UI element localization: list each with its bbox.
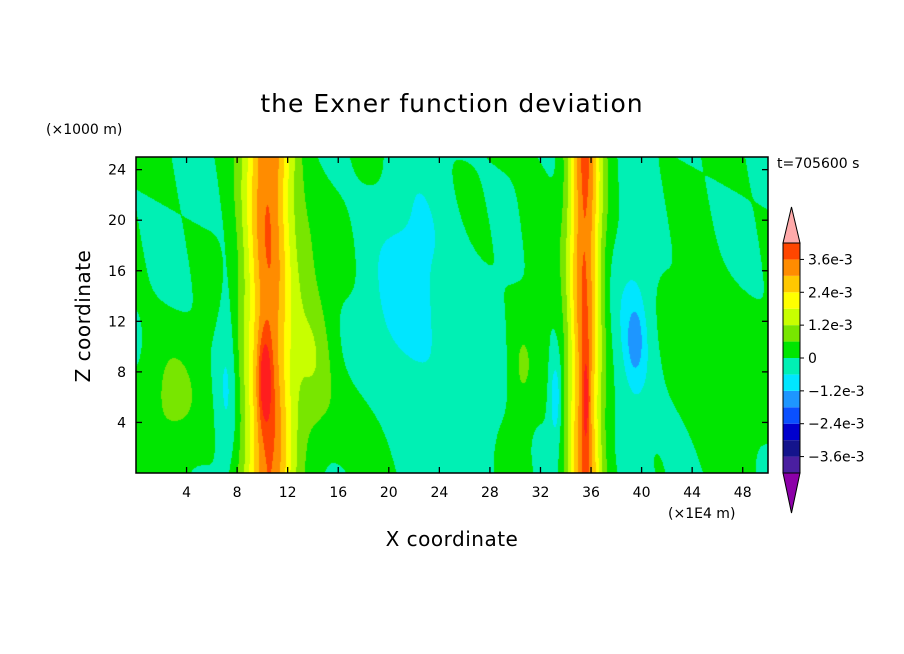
time-label: t=705600 s bbox=[777, 156, 859, 172]
colorbar-label: 2.4e-3 bbox=[808, 285, 853, 301]
colorbar-bin bbox=[783, 259, 800, 276]
y-tick-label: 8 bbox=[117, 365, 126, 381]
colorbar-bin bbox=[783, 308, 800, 326]
x-unit-label: (×1E4 m) bbox=[668, 506, 735, 522]
colorbar-label: 0 bbox=[808, 351, 817, 367]
x-tick-label: 40 bbox=[633, 485, 651, 501]
colorbar-bin bbox=[783, 325, 800, 342]
colorbar-label: −1.2e-3 bbox=[808, 384, 865, 400]
x-tick-label: 16 bbox=[329, 485, 347, 501]
colorbar: 3.6e-3 2.4e-3 1.2e-3 0 −1.2e-3 −2.4e-3 −3.6e-3 bbox=[782, 206, 865, 514]
x-axis-label: X coordinate bbox=[386, 527, 519, 551]
colorbar-bin bbox=[783, 341, 800, 358]
colorbar-bin bbox=[783, 358, 800, 375]
colorbar-bin bbox=[783, 423, 800, 441]
x-axis-ticks: 4 8 12 16 20 24 28 32 36 40 44 48 bbox=[182, 157, 752, 501]
x-tick-label: 44 bbox=[683, 485, 701, 501]
x-tick-label: 32 bbox=[532, 485, 550, 501]
y-axis-label: Z coordinate bbox=[71, 250, 95, 383]
colorbar-bin bbox=[783, 292, 800, 309]
y-tick-label: 4 bbox=[117, 415, 126, 431]
colorbar-bin bbox=[783, 440, 800, 457]
y-unit-label: (×1000 m) bbox=[46, 122, 122, 138]
heatmap-field bbox=[136, 157, 768, 473]
colorbar-label: −2.4e-3 bbox=[808, 417, 865, 433]
colorbar-bin bbox=[783, 243, 800, 260]
y-axis-ticks: 4 8 12 16 20 24 bbox=[108, 163, 768, 431]
colorbar-bin bbox=[783, 407, 800, 424]
x-tick-label: 4 bbox=[182, 485, 191, 501]
colorbar-bin bbox=[783, 390, 800, 408]
y-tick-label: 12 bbox=[108, 314, 126, 330]
x-tick-label: 48 bbox=[734, 485, 752, 501]
x-tick-label: 12 bbox=[279, 485, 297, 501]
colorbar-label: −3.6e-3 bbox=[808, 450, 865, 466]
colorbar-label: 3.6e-3 bbox=[808, 252, 853, 268]
plot-frame bbox=[135, 156, 769, 474]
x-tick-label: 28 bbox=[481, 485, 499, 501]
colorbar-label: 1.2e-3 bbox=[808, 318, 853, 334]
y-tick-label: 20 bbox=[108, 213, 126, 229]
colorbar-bin bbox=[783, 275, 800, 293]
x-tick-label: 20 bbox=[380, 485, 398, 501]
colorbar-bin bbox=[783, 374, 800, 391]
x-tick-label: 36 bbox=[582, 485, 600, 501]
chart-title: the Exner function deviation bbox=[260, 89, 643, 118]
x-tick-label: 24 bbox=[430, 485, 448, 501]
heatmap-field-wrapper bbox=[136, 157, 768, 473]
y-tick-label: 24 bbox=[108, 163, 126, 179]
colorbar-max-arrow bbox=[782, 206, 801, 244]
x-tick-label: 8 bbox=[233, 485, 242, 501]
y-tick-label: 16 bbox=[108, 264, 126, 280]
colorbar-bin bbox=[783, 456, 800, 473]
colorbar-min-arrow bbox=[782, 472, 801, 514]
